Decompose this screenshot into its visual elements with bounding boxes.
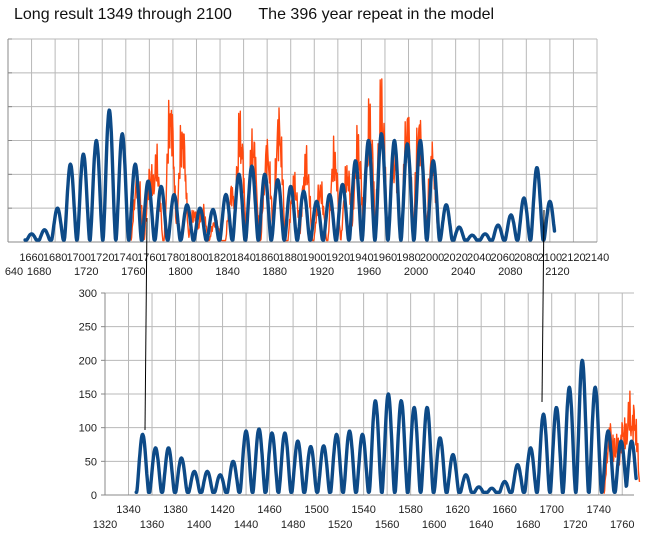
top-x-tick-label-row2: 1840: [215, 266, 239, 278]
top-x-tick-label: 2040: [467, 252, 491, 264]
top-x-tick-label-row2: 2040: [451, 266, 475, 278]
bottom-series-model: [134, 358, 638, 494]
top-series-model: [23, 108, 557, 242]
bottom-x-tick-label: 1620: [445, 504, 469, 516]
top-x-tick-label: 1680: [43, 252, 67, 264]
top-x-tick-label: 1960: [373, 252, 397, 264]
top-x-tick-label: 1980: [396, 252, 420, 264]
bottom-x-tick-label: 1340: [116, 504, 140, 516]
top-x-tick-label-row2: 1800: [168, 266, 192, 278]
top-x-tick-label-row2: 1920: [310, 266, 334, 278]
bottom-y-tick-label: 50: [85, 456, 97, 468]
top-x-tick-label-row2: 2000: [404, 266, 428, 278]
bottom-x-tick-label-row2: 1680: [516, 519, 540, 531]
top-x-tick-label: 1760: [137, 252, 161, 264]
top-x-tick-label: 1740: [114, 252, 138, 264]
top-x-tick-label-row2: 1960: [357, 266, 381, 278]
top-x-tick-label: 2020: [443, 252, 467, 264]
connector-line-left: [144, 217, 148, 431]
bottom-x-tick-label-row2: 1560: [375, 519, 399, 531]
top-x-tick-label-row2: 1680: [27, 266, 51, 278]
bottom-y-tick-label: 150: [79, 389, 97, 401]
top-x-tick-label: 2140: [585, 252, 609, 264]
top-x-tick-label: 1800: [184, 252, 208, 264]
bottom-x-tick-label-row2: 1760: [610, 519, 634, 531]
bottom-y-tick-label: 250: [79, 322, 97, 334]
bottom-x-tick-label-row2: 1720: [563, 519, 587, 531]
bottom-x-tick-label: 1740: [586, 504, 610, 516]
bottom-x-tick-label-row2: 1400: [187, 519, 211, 531]
top-x-tick-label: 1900: [302, 252, 326, 264]
connector-line-right: [541, 209, 545, 403]
bottom-y-tick-label: 0: [91, 490, 97, 502]
top-x-tick-label: 1660: [19, 252, 43, 264]
top-x-tick-label-row2: 2080: [498, 266, 522, 278]
top-x-tick-label: 1880: [278, 252, 302, 264]
bottom-x-tick-label-row2: 1600: [422, 519, 446, 531]
top-x-tick-label: 2120: [561, 252, 585, 264]
bottom-y-tick-label: 100: [79, 423, 97, 435]
top-x-tick-label: 1720: [90, 252, 114, 264]
bottom-x-tick-label-row2: 1520: [328, 519, 352, 531]
top-x-tick-label: 2060: [491, 252, 515, 264]
top-x-tick-label: 1940: [349, 252, 373, 264]
top-x-tick-label: 1840: [231, 252, 255, 264]
top-x-tick-label: 2100: [538, 252, 562, 264]
bottom-x-tick-label: 1460: [257, 504, 281, 516]
bottom-x-tick-label-row2: 1480: [281, 519, 305, 531]
top-x-tick-label: 1860: [255, 252, 279, 264]
top-x-tick-label: 1920: [326, 252, 350, 264]
bottom-x-tick-label: 1540: [351, 504, 375, 516]
top-x-tick-label: 2000: [420, 252, 444, 264]
bottom-x-tick-label: 1700: [539, 504, 563, 516]
bottom-x-tick-label-row2: 1640: [469, 519, 493, 531]
bottom-x-tick-label-row2: 1320: [93, 519, 117, 531]
top-x-tick-label: 1700: [66, 252, 90, 264]
title-left: Long result 1349 through 2100: [14, 6, 232, 23]
bottom-x-tick-label-row2: 1440: [234, 519, 258, 531]
top-x-tick-label-row2: 1880: [262, 266, 286, 278]
bottom-x-tick-label: 1380: [163, 504, 187, 516]
bottom-x-tick-label: 1420: [210, 504, 234, 516]
title-right: The 396 year repeat in the model: [258, 6, 495, 23]
bottom-x-tick-label-row2: 1360: [140, 519, 164, 531]
top-x-tick-label-row2: 1760: [121, 266, 145, 278]
top-x-tick-label: 2080: [514, 252, 538, 264]
top-x-tick-label: 1780: [161, 252, 185, 264]
top-x-tick-label-row2: 2120: [545, 266, 569, 278]
chart-title: Long result 1349 through 2100 The 396 ye…: [14, 6, 494, 24]
bottom-x-tick-label: 1580: [398, 504, 422, 516]
top-x-tick-label: 1820: [208, 252, 232, 264]
top-x-tick-label-row2: 640: [5, 266, 23, 278]
bottom-y-tick-label: 200: [79, 355, 97, 367]
top-x-tick-label-row2: 1720: [74, 266, 98, 278]
bottom-y-tick-label: 300: [79, 288, 97, 300]
bottom-x-tick-label: 1660: [492, 504, 516, 516]
bottom-x-tick-label: 1500: [304, 504, 328, 516]
